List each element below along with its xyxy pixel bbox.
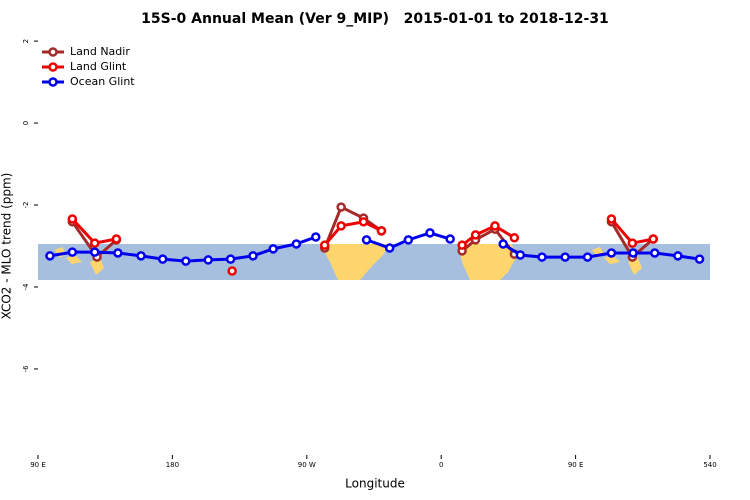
data-point — [268, 244, 278, 254]
data-point — [203, 255, 213, 265]
data-point — [403, 235, 414, 245]
x-tick-label: 540 — [703, 461, 716, 469]
data-point — [457, 240, 467, 250]
x-tick-label: 180 — [166, 461, 179, 469]
data-point — [384, 243, 395, 253]
legend-marker — [48, 47, 58, 57]
data-point — [157, 254, 168, 264]
data-point — [498, 239, 508, 249]
data-point — [136, 251, 146, 261]
data-point — [89, 238, 100, 248]
y-tick-label: -2 — [22, 202, 30, 209]
x-tick-label: 90 E — [568, 461, 584, 469]
legend-label: Ocean Glint — [70, 75, 135, 88]
data-point — [45, 251, 55, 261]
data-point — [111, 234, 122, 244]
legend-label: Land Nadir — [70, 45, 130, 58]
legend: Land Nadir Land Glint Ocean Glint — [42, 45, 135, 88]
legend-label: Land Glint — [70, 60, 127, 73]
data-point — [445, 234, 455, 244]
x-tick-label: 90 E — [30, 461, 46, 469]
x-tick-label: 0 — [439, 461, 443, 469]
y-axis-label: XCO2 - MLO trend (ppm) — [0, 173, 14, 320]
data-point — [248, 251, 258, 261]
data-point — [89, 247, 100, 257]
data-point — [425, 228, 435, 238]
chart-title: 15S-0 Annual Mean (Ver 9_MIP) 2015-01-01… — [141, 11, 609, 27]
data-point — [181, 256, 191, 266]
data-point — [336, 202, 346, 212]
data-point — [560, 252, 570, 262]
legend-marker — [48, 62, 58, 72]
y-tick-label: -6 — [22, 365, 30, 373]
data-point — [628, 248, 638, 258]
data-point — [291, 239, 302, 249]
data-point — [648, 234, 659, 244]
x-tick-label: 90 W — [298, 461, 316, 469]
map-band — [38, 244, 710, 280]
data-point — [361, 235, 372, 245]
data-point — [227, 266, 237, 276]
data-point — [694, 254, 705, 264]
data-point — [376, 226, 387, 236]
data-point — [582, 252, 593, 262]
data-point — [606, 248, 617, 258]
data-point — [336, 221, 346, 231]
data-point — [225, 254, 236, 264]
data-point — [490, 221, 500, 231]
legend-marker — [48, 77, 58, 87]
x-axis-label: Longitude — [345, 477, 405, 491]
series-line — [323, 205, 383, 249]
data-point — [319, 240, 330, 250]
series-line — [502, 242, 700, 261]
data-point — [67, 247, 78, 257]
data-point — [311, 232, 321, 242]
data-point — [649, 248, 660, 258]
data-point — [509, 233, 520, 243]
series-line — [323, 220, 383, 247]
y-tick-label: 2 — [22, 39, 30, 43]
data-point — [673, 251, 683, 261]
y-tick-label: -4 — [22, 283, 30, 291]
data-point — [515, 250, 526, 260]
data-point — [470, 230, 481, 240]
data-point — [113, 248, 123, 258]
data-point — [627, 238, 638, 248]
data-point — [537, 252, 547, 262]
series-line — [461, 224, 516, 247]
y-tick-label: 0 — [22, 121, 30, 125]
data-point — [67, 214, 78, 224]
data-point — [606, 214, 617, 224]
data-point — [358, 217, 369, 227]
